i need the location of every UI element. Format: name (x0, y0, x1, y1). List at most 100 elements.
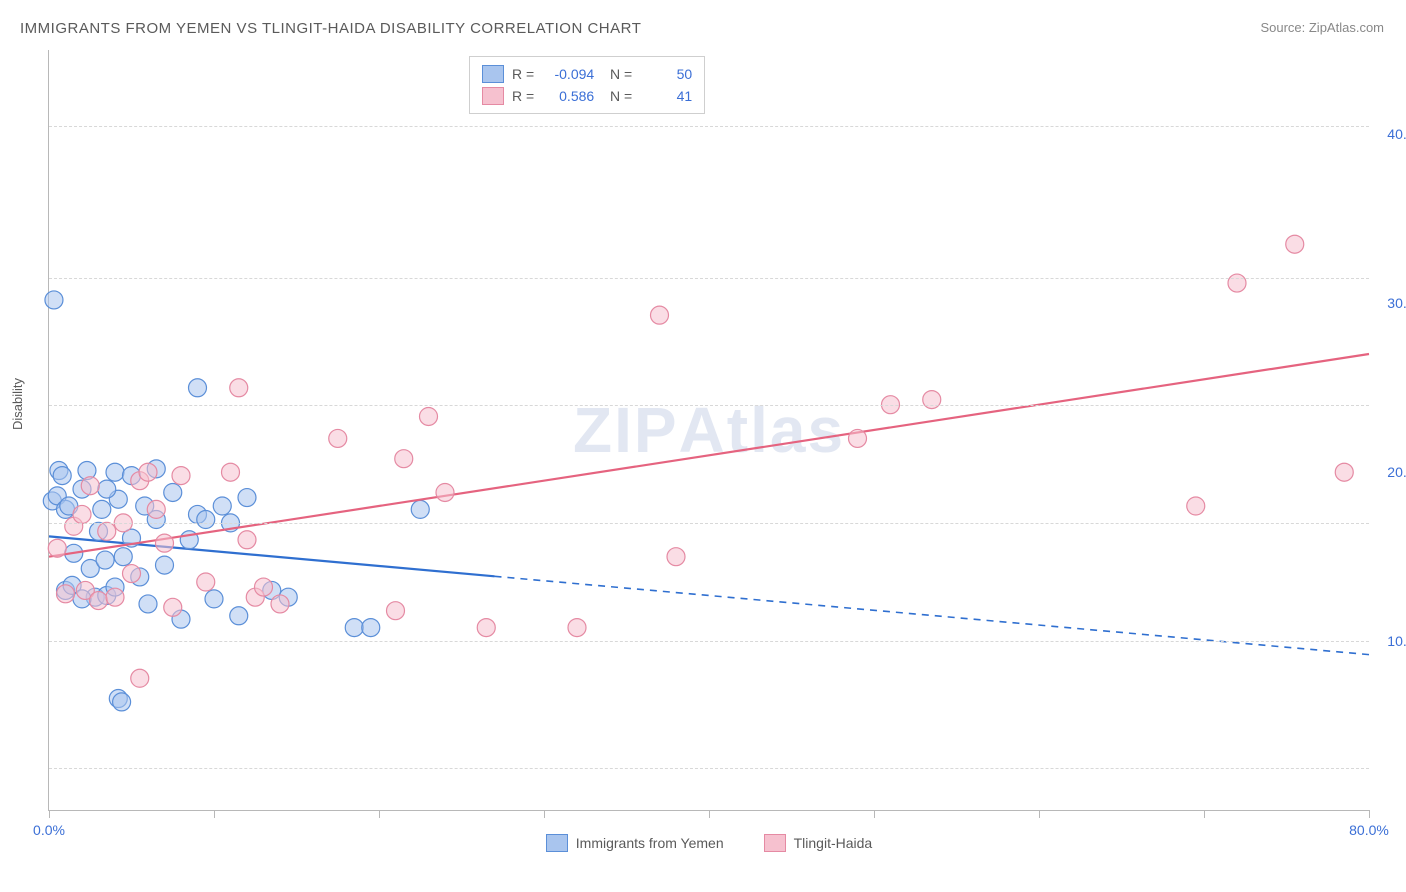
x-tick (544, 810, 545, 818)
legend-bottom: Immigrants from Yemen Tlingit-Haida (49, 834, 1369, 852)
data-point (230, 379, 248, 397)
data-point (113, 693, 131, 711)
data-point (1286, 235, 1304, 253)
gridline (49, 768, 1369, 769)
swatch-yemen (482, 65, 504, 83)
n-label: N = (602, 85, 632, 107)
data-point (123, 565, 141, 583)
data-point (238, 489, 256, 507)
y-tick-label: 20.0% (1387, 464, 1406, 480)
data-point (1228, 274, 1246, 292)
n-value-yemen: 50 (640, 63, 692, 85)
legend-label-tlingit: Tlingit-Haida (794, 835, 873, 851)
data-point (213, 497, 231, 515)
data-point (156, 556, 174, 574)
legend-label-yemen: Immigrants from Yemen (576, 835, 724, 851)
data-point (45, 291, 63, 309)
data-point (90, 592, 108, 610)
x-tick (214, 810, 215, 818)
x-tick-label: 80.0% (1349, 822, 1389, 838)
data-point (477, 619, 495, 637)
gridline (49, 405, 1369, 406)
data-point (222, 463, 240, 481)
data-point (1335, 463, 1353, 481)
gridline (49, 278, 1369, 279)
legend-item-tlingit: Tlingit-Haida (764, 834, 873, 852)
x-tick (1039, 810, 1040, 818)
legend-stats: R = -0.094 N = 50 R = 0.586 N = 41 (469, 56, 705, 114)
data-point (345, 619, 363, 637)
legend-row-yemen: R = -0.094 N = 50 (482, 63, 692, 85)
data-point (197, 573, 215, 591)
plot-area: ZIPAtlas R = -0.094 N = 50 R = 0.586 N =… (48, 50, 1369, 811)
x-tick (709, 810, 710, 818)
x-tick (874, 810, 875, 818)
data-point (395, 450, 413, 468)
data-point (849, 429, 867, 447)
data-point (923, 391, 941, 409)
data-point (57, 585, 75, 603)
data-point (205, 590, 223, 608)
x-tick (1369, 810, 1370, 818)
data-point (98, 522, 116, 540)
data-point (139, 595, 157, 613)
x-tick (49, 810, 50, 818)
data-point (568, 619, 586, 637)
data-point (411, 500, 429, 518)
n-label: N = (602, 63, 632, 85)
r-value-yemen: -0.094 (542, 63, 594, 85)
data-point (156, 534, 174, 552)
chart-title: IMMIGRANTS FROM YEMEN VS TLINGIT-HAIDA D… (20, 20, 641, 37)
swatch-tlingit-bottom (764, 834, 786, 852)
data-point (96, 551, 114, 569)
data-point (197, 511, 215, 529)
x-tick (1204, 810, 1205, 818)
scatter-svg (49, 50, 1369, 810)
data-point (164, 598, 182, 616)
data-point (255, 578, 273, 596)
data-point (387, 602, 405, 620)
gridline (49, 641, 1369, 642)
data-point (329, 429, 347, 447)
data-point (106, 463, 124, 481)
data-point (238, 531, 256, 549)
data-point (189, 379, 207, 397)
data-point (436, 483, 454, 501)
y-tick-label: 30.0% (1387, 295, 1406, 311)
y-tick-label: 10.0% (1387, 633, 1406, 649)
data-point (53, 467, 71, 485)
data-point (131, 669, 149, 687)
data-point (114, 548, 132, 566)
data-point (362, 619, 380, 637)
x-tick-label: 0.0% (33, 822, 65, 838)
data-point (420, 407, 438, 425)
data-point (98, 480, 116, 498)
data-point (164, 483, 182, 501)
gridline (49, 126, 1369, 127)
r-label: R = (512, 63, 534, 85)
data-point (651, 306, 669, 324)
gridline (49, 523, 1369, 524)
x-tick (379, 810, 380, 818)
data-point (147, 500, 165, 518)
source-label: Source: ZipAtlas.com (1260, 20, 1384, 35)
data-point (172, 467, 190, 485)
r-value-tlingit: 0.586 (542, 85, 594, 107)
r-label: R = (512, 85, 534, 107)
legend-row-tlingit: R = 0.586 N = 41 (482, 85, 692, 107)
legend-item-yemen: Immigrants from Yemen (546, 834, 724, 852)
data-point (81, 477, 99, 495)
y-tick-label: 40.0% (1387, 126, 1406, 142)
data-point (48, 539, 66, 557)
data-point (139, 463, 157, 481)
y-axis-label: Disability (10, 378, 25, 430)
swatch-yemen-bottom (546, 834, 568, 852)
data-point (73, 505, 91, 523)
data-point (667, 548, 685, 566)
data-point (1187, 497, 1205, 515)
data-point (271, 595, 289, 613)
data-point (93, 500, 111, 518)
n-value-tlingit: 41 (640, 85, 692, 107)
data-point (106, 588, 124, 606)
data-point (230, 607, 248, 625)
